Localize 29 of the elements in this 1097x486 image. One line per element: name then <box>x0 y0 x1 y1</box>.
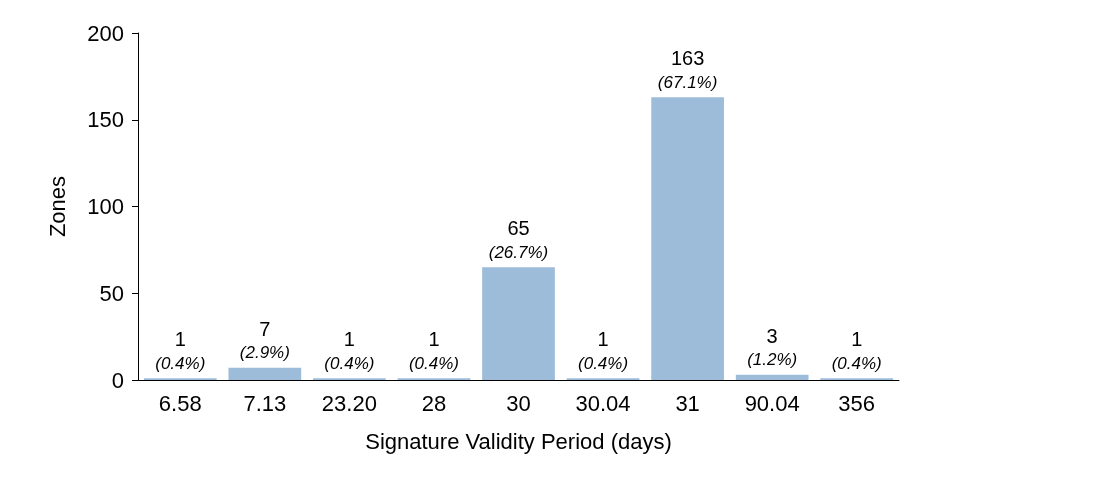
y-tick-label: 50 <box>99 280 124 306</box>
x-tick-label: 30.04 <box>575 390 631 416</box>
data-label: 3 (1.2%) <box>747 324 798 370</box>
data-label: 1 (0.4%) <box>324 328 375 373</box>
x-tick-label: 356 <box>838 390 876 416</box>
y-axis-title: Zones <box>44 175 70 238</box>
x-tick-label: 23.20 <box>321 390 377 416</box>
data-label: 65 (26.7%) <box>488 217 549 262</box>
data-label: 7 (2.9%) <box>239 317 290 363</box>
data-label: 1 (0.4%) <box>578 328 629 373</box>
y-tick-label: 100 <box>87 194 124 219</box>
bar <box>651 97 724 380</box>
data-label: 1 (0.4%) <box>408 328 459 373</box>
x-tick-label: 30 <box>506 390 531 416</box>
data-label: 163 (67.1%) <box>657 47 718 92</box>
x-tick-label: 28 <box>421 390 447 416</box>
y-tick-label: 0 <box>111 367 124 393</box>
x-tick-label: 90.04 <box>744 390 800 416</box>
x-tick-label: 31 <box>675 390 700 416</box>
y-tick-label: 150 <box>87 107 124 133</box>
data-label: 1 (0.4%) <box>831 328 882 373</box>
x-axis-title: Signature Validity Period (days) <box>365 428 672 454</box>
y-tick-label: 200 <box>87 20 124 46</box>
bar <box>482 267 555 380</box>
x-tick-label: 7.13 <box>243 390 287 416</box>
data-label: 1 (0.4%) <box>155 328 206 373</box>
bar <box>735 374 809 380</box>
bar <box>228 367 302 380</box>
x-tick-label: 6.58 <box>158 390 202 416</box>
